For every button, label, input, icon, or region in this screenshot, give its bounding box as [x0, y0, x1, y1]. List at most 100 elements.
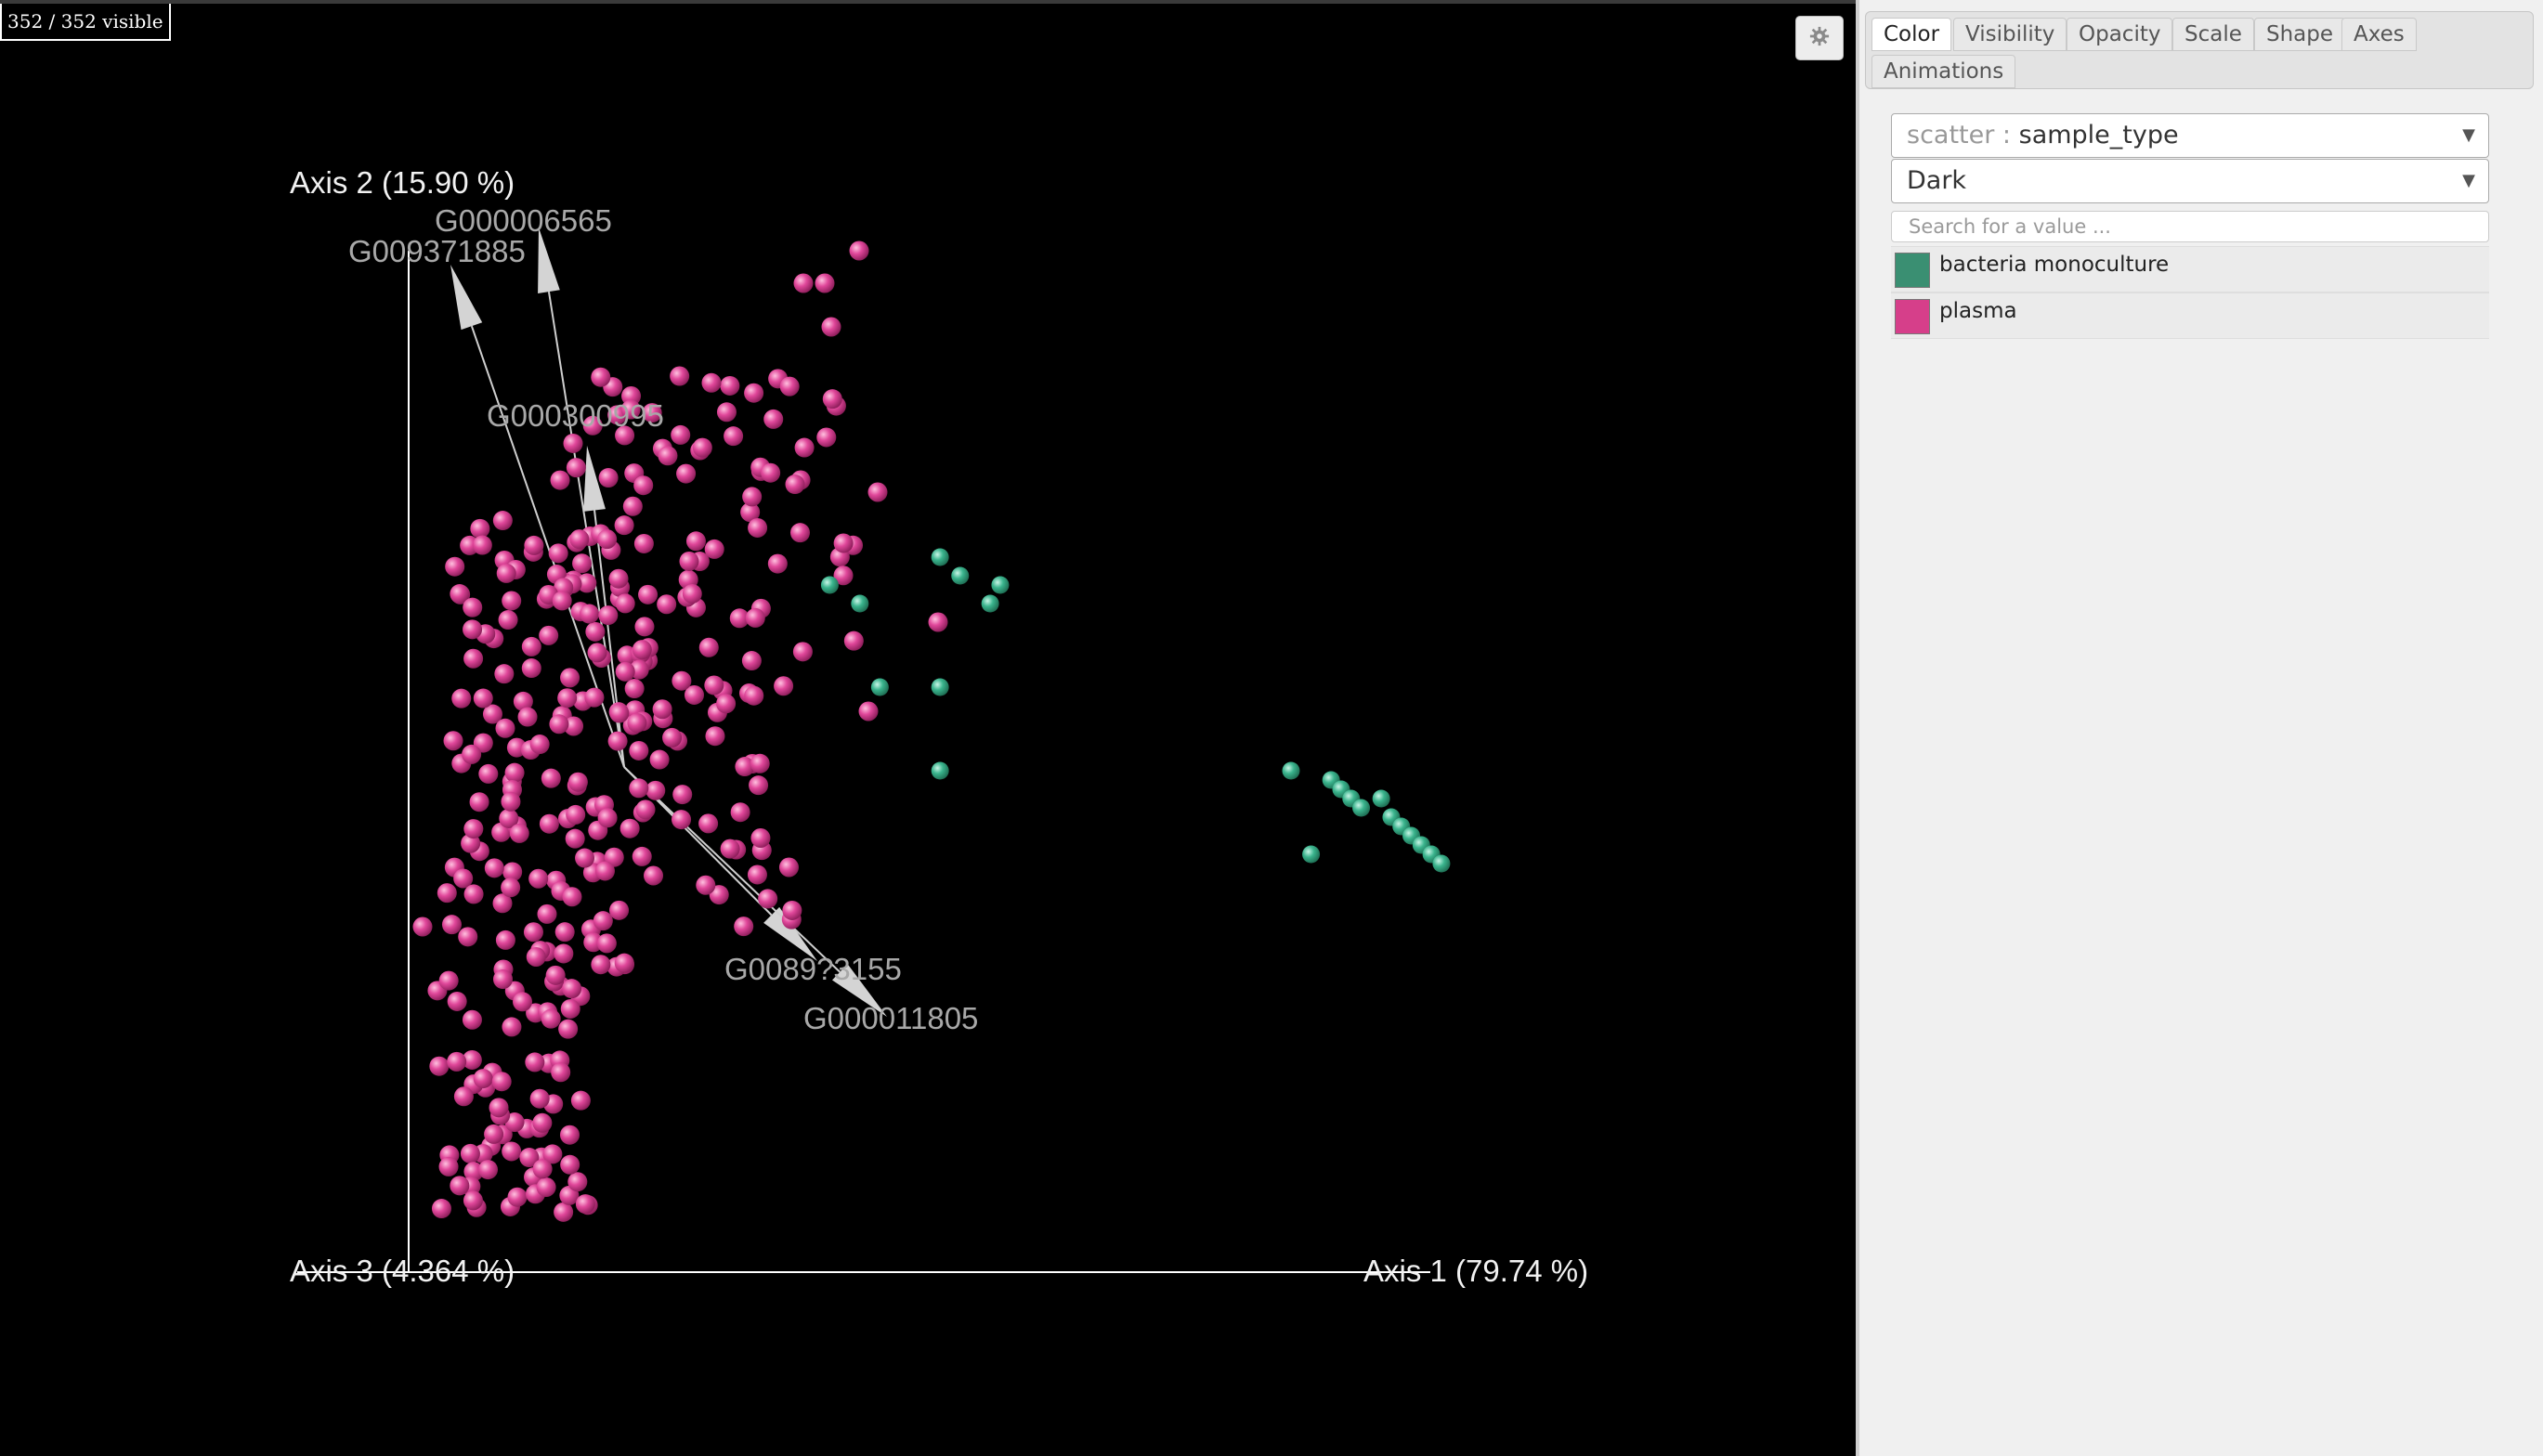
legend-row-bacteria[interactable]: bacteria monoculture	[1891, 246, 2489, 292]
plasma-point	[744, 383, 764, 403]
plasma-point	[463, 1190, 483, 1211]
color-swatch[interactable]	[1895, 299, 1930, 334]
plasma-point	[463, 884, 484, 904]
plasma-point	[634, 617, 655, 637]
plasma-point	[551, 1062, 571, 1083]
plasma-point	[521, 636, 541, 656]
plasma-point	[564, 716, 584, 736]
plasma-point	[763, 409, 784, 429]
biplot-label: G000011805	[803, 1001, 978, 1035]
plasma-point	[748, 517, 768, 538]
plasma-point	[615, 425, 635, 446]
color-category-select[interactable]: scatter : sample_type ▼	[1891, 113, 2489, 158]
tab-animations[interactable]: Animations	[1871, 55, 2016, 88]
plasma-point	[539, 625, 559, 645]
legend-row-plasma[interactable]: plasma	[1891, 292, 2489, 339]
plasma-point	[767, 553, 788, 574]
gear-icon	[1809, 26, 1830, 50]
plasma-point	[609, 900, 630, 920]
plasma-point	[453, 1086, 474, 1107]
visible-counter: 352 / 352 visible	[0, 2, 171, 41]
plasma-point	[536, 1177, 556, 1198]
plasma-point	[412, 916, 433, 937]
plasma-point	[537, 904, 557, 924]
plasma-point	[833, 533, 854, 553]
plasma-point	[569, 529, 590, 550]
plasma-point	[558, 1019, 579, 1039]
plasma-point	[441, 915, 462, 935]
plasma-point	[849, 240, 869, 261]
biplot-arrow-head	[450, 265, 483, 331]
plasma-point	[833, 566, 854, 586]
plasma-point	[447, 1051, 467, 1072]
plasma-point	[463, 819, 484, 839]
bacteria-point	[870, 678, 889, 696]
plasma-point	[657, 594, 677, 615]
tab-scale[interactable]: Scale	[2172, 18, 2254, 51]
plasma-point	[507, 1187, 528, 1207]
plasma-point	[489, 1098, 509, 1118]
colormap-select[interactable]: Dark ▼	[1891, 159, 2489, 203]
plasma-point	[496, 563, 516, 583]
panel-divider[interactable]	[1856, 0, 1859, 1456]
plasma-point	[720, 838, 740, 859]
plasma-point	[670, 366, 690, 386]
plasma-point	[451, 688, 472, 708]
tab-shape[interactable]: Shape	[2254, 18, 2346, 51]
plasma-point	[577, 573, 597, 593]
settings-button[interactable]	[1795, 16, 1844, 60]
tab-visibility[interactable]: Visibility	[1953, 18, 2067, 51]
plasma-point	[462, 744, 482, 764]
plasma-point	[438, 1156, 459, 1176]
plasma-point	[692, 437, 712, 458]
plasma-point	[716, 694, 737, 714]
plasma-point	[529, 734, 550, 755]
plasma-point	[815, 273, 835, 293]
plasma-point	[744, 685, 764, 706]
plasma-point	[504, 762, 525, 783]
plasma-point	[529, 1088, 550, 1109]
plasma-point	[575, 1194, 595, 1215]
plasma-point	[671, 424, 691, 445]
plasma-point	[499, 808, 519, 828]
plasma-point	[792, 642, 813, 662]
select-value: sample_type	[2018, 121, 2179, 150]
tab-opacity[interactable]: Opacity	[2067, 18, 2173, 51]
plot-area[interactable]: G009371885 G000006565 G000300995 G0089?3155…	[0, 0, 1856, 1456]
plasma-point	[604, 847, 624, 867]
plasma-point	[450, 584, 470, 604]
plasma-point	[607, 731, 628, 751]
plasma-point	[473, 1069, 493, 1089]
bacteria-point	[931, 548, 949, 566]
plasma-point	[445, 556, 465, 577]
biplot-arrow-head	[831, 964, 887, 1017]
plasma-point	[597, 808, 618, 828]
plasma-point	[463, 619, 483, 640]
window-top-edge	[0, 0, 2543, 4]
plasma-point	[740, 502, 761, 523]
plasma-point	[587, 643, 607, 663]
plasma-point	[461, 833, 481, 853]
plasma-point	[598, 468, 619, 488]
plasma-point	[758, 889, 778, 909]
plasma-point	[614, 515, 634, 536]
plasma-point	[580, 604, 600, 624]
plasma-point	[472, 535, 492, 555]
search-input[interactable]	[1891, 211, 2489, 242]
plasma-point	[532, 1159, 553, 1179]
plasma-point	[624, 679, 645, 699]
plasma-point	[554, 943, 574, 964]
plasma-point	[794, 437, 815, 458]
tab-axes[interactable]: Axes	[2341, 18, 2417, 51]
plasma-point	[822, 389, 842, 410]
plasma-point	[554, 922, 575, 942]
plasma-point	[470, 518, 490, 539]
color-swatch[interactable]	[1895, 253, 1930, 288]
plasma-point	[554, 1202, 574, 1222]
plasma-point	[484, 1124, 504, 1144]
plasma-point	[782, 900, 802, 920]
tab-color[interactable]: Color	[1871, 18, 1952, 51]
plasma-point	[562, 979, 582, 999]
colormap-value: Dark	[1907, 166, 1967, 195]
